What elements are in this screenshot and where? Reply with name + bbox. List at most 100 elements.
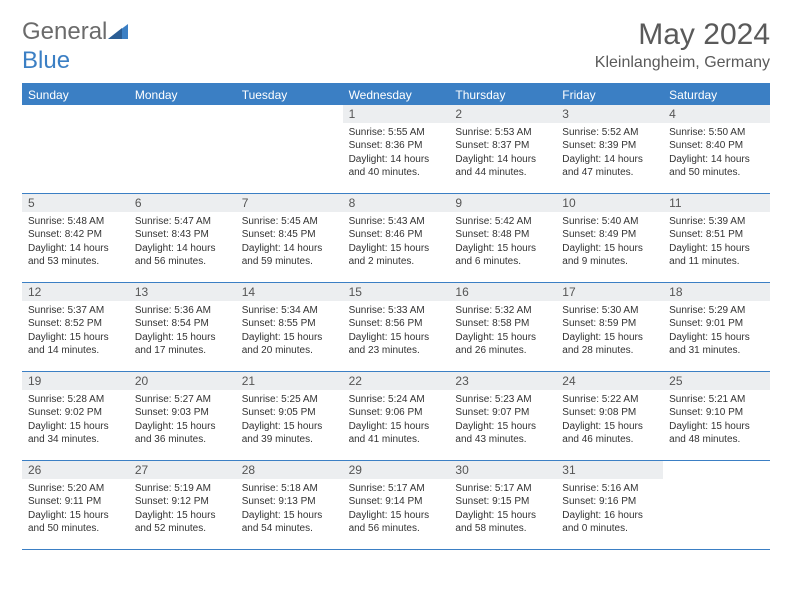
day-number: 4: [663, 105, 770, 123]
weekday-header: SundayMondayTuesdayWednesdayThursdayFrid…: [22, 85, 770, 105]
day-number: 18: [663, 283, 770, 301]
day-cell: 20Sunrise: 5:27 AMSunset: 9:03 PMDayligh…: [129, 372, 236, 460]
day-info: Sunrise: 5:16 AMSunset: 9:16 PMDaylight:…: [556, 479, 663, 540]
weekday-label: Sunday: [22, 85, 129, 105]
day-cell: 12Sunrise: 5:37 AMSunset: 8:52 PMDayligh…: [22, 283, 129, 371]
day-info: Sunrise: 5:43 AMSunset: 8:46 PMDaylight:…: [343, 212, 450, 273]
day-info: Sunrise: 5:45 AMSunset: 8:45 PMDaylight:…: [236, 212, 343, 273]
day-cell: 4Sunrise: 5:50 AMSunset: 8:40 PMDaylight…: [663, 105, 770, 193]
day-info: Sunrise: 5:53 AMSunset: 8:37 PMDaylight:…: [449, 123, 556, 184]
day-number: 26: [22, 461, 129, 479]
day-number: 21: [236, 372, 343, 390]
day-number: 19: [22, 372, 129, 390]
empty-cell: .: [663, 461, 770, 549]
day-number: 27: [129, 461, 236, 479]
week-row: 12Sunrise: 5:37 AMSunset: 8:52 PMDayligh…: [22, 283, 770, 372]
day-cell: 21Sunrise: 5:25 AMSunset: 9:05 PMDayligh…: [236, 372, 343, 460]
day-info: Sunrise: 5:42 AMSunset: 8:48 PMDaylight:…: [449, 212, 556, 273]
logo: General Blue: [22, 18, 130, 75]
calendar: SundayMondayTuesdayWednesdayThursdayFrid…: [22, 83, 770, 550]
day-number: 1: [343, 105, 450, 123]
day-cell: 31Sunrise: 5:16 AMSunset: 9:16 PMDayligh…: [556, 461, 663, 549]
day-info: Sunrise: 5:50 AMSunset: 8:40 PMDaylight:…: [663, 123, 770, 184]
logo-part1: General: [22, 18, 107, 45]
day-info: Sunrise: 5:36 AMSunset: 8:54 PMDaylight:…: [129, 301, 236, 362]
sail-icon: [108, 19, 130, 47]
day-info: Sunrise: 5:25 AMSunset: 9:05 PMDaylight:…: [236, 390, 343, 451]
day-cell: 15Sunrise: 5:33 AMSunset: 8:56 PMDayligh…: [343, 283, 450, 371]
week-row: ...1Sunrise: 5:55 AMSunset: 8:36 PMDayli…: [22, 105, 770, 194]
day-info: Sunrise: 5:37 AMSunset: 8:52 PMDaylight:…: [22, 301, 129, 362]
day-number: 10: [556, 194, 663, 212]
day-cell: 24Sunrise: 5:22 AMSunset: 9:08 PMDayligh…: [556, 372, 663, 460]
weekday-label: Monday: [129, 85, 236, 105]
day-cell: 17Sunrise: 5:30 AMSunset: 8:59 PMDayligh…: [556, 283, 663, 371]
day-number: 25: [663, 372, 770, 390]
weekday-label: Wednesday: [343, 85, 450, 105]
day-cell: 13Sunrise: 5:36 AMSunset: 8:54 PMDayligh…: [129, 283, 236, 371]
empty-cell: .: [22, 105, 129, 193]
day-number: 16: [449, 283, 556, 301]
day-info: Sunrise: 5:29 AMSunset: 9:01 PMDaylight:…: [663, 301, 770, 362]
weekday-label: Saturday: [663, 85, 770, 105]
day-cell: 18Sunrise: 5:29 AMSunset: 9:01 PMDayligh…: [663, 283, 770, 371]
location: Kleinlangheim, Germany: [595, 54, 770, 72]
day-cell: 29Sunrise: 5:17 AMSunset: 9:14 PMDayligh…: [343, 461, 450, 549]
day-cell: 10Sunrise: 5:40 AMSunset: 8:49 PMDayligh…: [556, 194, 663, 282]
day-cell: 6Sunrise: 5:47 AMSunset: 8:43 PMDaylight…: [129, 194, 236, 282]
title-block: May 2024 Kleinlangheim, Germany: [595, 18, 770, 72]
week-row: 5Sunrise: 5:48 AMSunset: 8:42 PMDaylight…: [22, 194, 770, 283]
day-cell: 26Sunrise: 5:20 AMSunset: 9:11 PMDayligh…: [22, 461, 129, 549]
day-number: 17: [556, 283, 663, 301]
calendar-page: General Blue May 2024 Kleinlangheim, Ger…: [0, 0, 792, 568]
day-info: Sunrise: 5:19 AMSunset: 9:12 PMDaylight:…: [129, 479, 236, 540]
day-info: Sunrise: 5:33 AMSunset: 8:56 PMDaylight:…: [343, 301, 450, 362]
day-cell: 5Sunrise: 5:48 AMSunset: 8:42 PMDaylight…: [22, 194, 129, 282]
day-cell: 11Sunrise: 5:39 AMSunset: 8:51 PMDayligh…: [663, 194, 770, 282]
day-cell: 19Sunrise: 5:28 AMSunset: 9:02 PMDayligh…: [22, 372, 129, 460]
day-number: 24: [556, 372, 663, 390]
day-cell: 8Sunrise: 5:43 AMSunset: 8:46 PMDaylight…: [343, 194, 450, 282]
day-info: Sunrise: 5:40 AMSunset: 8:49 PMDaylight:…: [556, 212, 663, 273]
day-number: 12: [22, 283, 129, 301]
day-number: 2: [449, 105, 556, 123]
day-cell: 1Sunrise: 5:55 AMSunset: 8:36 PMDaylight…: [343, 105, 450, 193]
day-cell: 30Sunrise: 5:17 AMSunset: 9:15 PMDayligh…: [449, 461, 556, 549]
month-title: May 2024: [595, 18, 770, 52]
weekday-label: Tuesday: [236, 85, 343, 105]
day-cell: 22Sunrise: 5:24 AMSunset: 9:06 PMDayligh…: [343, 372, 450, 460]
weekday-label: Friday: [556, 85, 663, 105]
day-info: Sunrise: 5:21 AMSunset: 9:10 PMDaylight:…: [663, 390, 770, 451]
week-row: 26Sunrise: 5:20 AMSunset: 9:11 PMDayligh…: [22, 461, 770, 550]
day-info: Sunrise: 5:22 AMSunset: 9:08 PMDaylight:…: [556, 390, 663, 451]
day-number: 14: [236, 283, 343, 301]
day-cell: 23Sunrise: 5:23 AMSunset: 9:07 PMDayligh…: [449, 372, 556, 460]
day-number: 22: [343, 372, 450, 390]
empty-cell: .: [236, 105, 343, 193]
day-number: 7: [236, 194, 343, 212]
day-number: 20: [129, 372, 236, 390]
day-info: Sunrise: 5:47 AMSunset: 8:43 PMDaylight:…: [129, 212, 236, 273]
week-row: 19Sunrise: 5:28 AMSunset: 9:02 PMDayligh…: [22, 372, 770, 461]
day-info: Sunrise: 5:24 AMSunset: 9:06 PMDaylight:…: [343, 390, 450, 451]
logo-part2: Blue: [22, 47, 70, 74]
day-number: 23: [449, 372, 556, 390]
weekday-label: Thursday: [449, 85, 556, 105]
day-number: 13: [129, 283, 236, 301]
day-number: 3: [556, 105, 663, 123]
day-cell: 25Sunrise: 5:21 AMSunset: 9:10 PMDayligh…: [663, 372, 770, 460]
day-number: 5: [22, 194, 129, 212]
day-cell: 16Sunrise: 5:32 AMSunset: 8:58 PMDayligh…: [449, 283, 556, 371]
day-cell: 27Sunrise: 5:19 AMSunset: 9:12 PMDayligh…: [129, 461, 236, 549]
day-info: Sunrise: 5:23 AMSunset: 9:07 PMDaylight:…: [449, 390, 556, 451]
day-info: Sunrise: 5:28 AMSunset: 9:02 PMDaylight:…: [22, 390, 129, 451]
day-info: Sunrise: 5:27 AMSunset: 9:03 PMDaylight:…: [129, 390, 236, 451]
day-info: Sunrise: 5:30 AMSunset: 8:59 PMDaylight:…: [556, 301, 663, 362]
day-cell: 28Sunrise: 5:18 AMSunset: 9:13 PMDayligh…: [236, 461, 343, 549]
day-info: Sunrise: 5:17 AMSunset: 9:14 PMDaylight:…: [343, 479, 450, 540]
day-info: Sunrise: 5:18 AMSunset: 9:13 PMDaylight:…: [236, 479, 343, 540]
empty-cell: .: [129, 105, 236, 193]
day-cell: 3Sunrise: 5:52 AMSunset: 8:39 PMDaylight…: [556, 105, 663, 193]
day-info: Sunrise: 5:32 AMSunset: 8:58 PMDaylight:…: [449, 301, 556, 362]
logo-text: General Blue: [22, 18, 130, 75]
